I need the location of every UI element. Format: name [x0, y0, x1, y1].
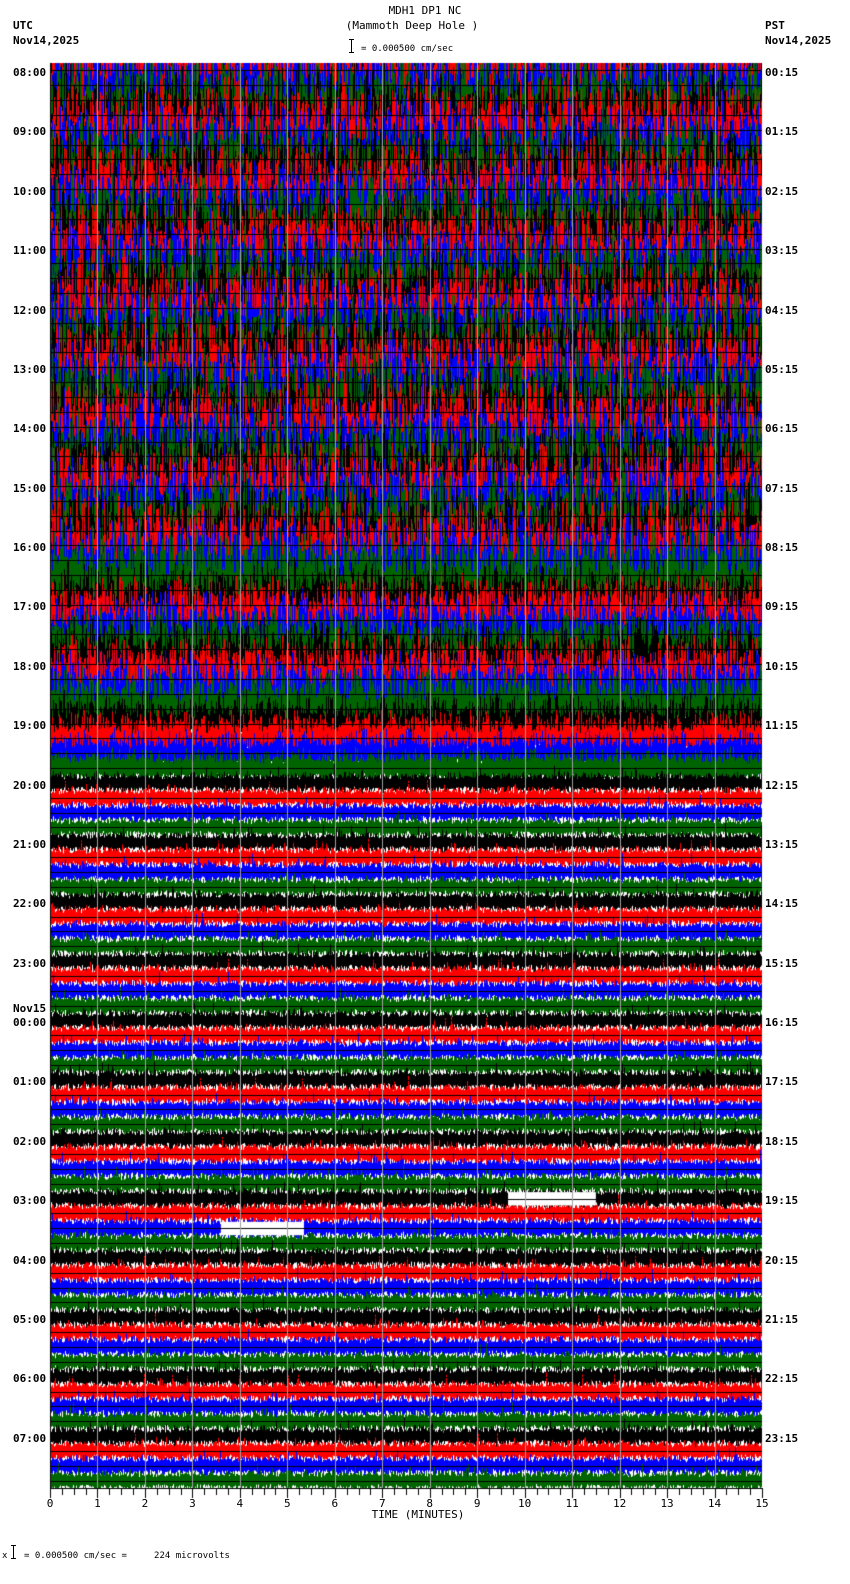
utc-hour-label: 10:00	[13, 184, 47, 198]
footer-scale-text: = 0.000500 cm/sec = 224 microvolts	[24, 1551, 230, 1561]
station-location: (Mammoth Deep Hole )	[345, 19, 479, 32]
x-tick-label: 9	[473, 1497, 481, 1510]
utc-hour-label: 16:00	[13, 541, 47, 554]
pst-hour-label: 10:15	[765, 659, 799, 673]
utc-hour-label: 03:00	[13, 1194, 47, 1208]
utc-hour-label: 17:00	[13, 600, 47, 614]
utc-hour-label: 15:00	[13, 481, 47, 495]
x-tick-label: 7	[378, 1497, 386, 1510]
pst-hour-label: 15:15	[765, 956, 799, 970]
x-tick-label: 8	[426, 1497, 434, 1510]
utc-hour-label: 06:00	[13, 1372, 47, 1386]
right-date: Nov14,2025	[765, 34, 832, 47]
pst-hour-label: 07:15	[765, 481, 799, 495]
utc-hour-label: 07:00	[13, 1431, 47, 1445]
utc-hour-label: 20:00	[13, 778, 47, 792]
utc-hour-label: 14:00	[13, 422, 47, 436]
utc-hour-label: 12:00	[13, 303, 47, 317]
utc-hour-label: 04:00	[13, 1253, 47, 1267]
pst-hour-label: 04:15	[765, 303, 799, 317]
pst-hour-label: 19:15	[765, 1194, 799, 1208]
pst-hour-label: 08:15	[765, 541, 799, 554]
pst-hour-label: 17:15	[765, 1075, 799, 1089]
x-tick-label: 12	[612, 1497, 627, 1510]
x-tick-label: 5	[284, 1497, 291, 1510]
x-tick-label: 13	[660, 1497, 674, 1510]
x-tick-label: 10	[518, 1497, 532, 1510]
pst-hour-label: 02:15	[765, 184, 799, 198]
pst-hour-label: 12:15	[765, 778, 799, 792]
x-tick-label: 11	[565, 1497, 579, 1510]
pst-hour-label: 22:15	[765, 1372, 799, 1386]
pst-hour-label: 05:15	[765, 362, 799, 376]
left-date: Nov14,2025	[13, 34, 80, 47]
x-tick-label: 4	[236, 1497, 244, 1510]
x-tick-label: 15	[755, 1497, 769, 1510]
x-tick-label: 6	[331, 1497, 339, 1510]
utc-hour-label: 21:00	[13, 837, 47, 851]
pst-hour-label: 00:15	[765, 66, 799, 79]
pst-hour-label: 18:15	[765, 1134, 799, 1148]
pst-hour-label: 23:15	[765, 1431, 799, 1445]
x-tick-label: 1	[94, 1497, 101, 1510]
utc-hour-label: 19:00	[13, 719, 47, 733]
utc-hour-label: 09:00	[13, 125, 47, 139]
utc-hour-label: 05:00	[13, 1312, 47, 1326]
x-tick-label: 0	[46, 1497, 54, 1510]
utc-hour-label: 00:00	[13, 1016, 47, 1029]
footer-scale-bar-icon	[11, 1545, 17, 1559]
x-tick-label: 2	[141, 1497, 149, 1510]
footer-prefix: x	[2, 1551, 8, 1561]
station-title: MDH1 DP1 NC	[388, 4, 462, 17]
x-axis-label: TIME (MINUTES)	[371, 1508, 465, 1521]
x-tick-label: 3	[189, 1497, 196, 1510]
pst-hour-label: 09:15	[765, 600, 799, 614]
pst-hour-label: 03:15	[765, 244, 799, 258]
utc-hour-label: 23:00	[13, 956, 47, 970]
header-scale-text: = 0.000500 cm/sec	[361, 44, 454, 54]
x-tick-label: 14	[707, 1497, 722, 1510]
pst-hour-label: 16:15	[765, 1016, 799, 1029]
pst-hour-label: 14:15	[765, 897, 799, 911]
utc-hour-label: 13:00	[13, 362, 47, 376]
date-change-label: Nov15	[13, 1002, 47, 1015]
right-timezone: PST	[765, 19, 785, 32]
scale-bar-icon	[349, 39, 355, 53]
left-timezone: UTC	[13, 19, 33, 32]
utc-hour-label: 02:00	[13, 1134, 47, 1148]
pst-hour-label: 21:15	[765, 1312, 799, 1326]
utc-hour-label: 22:00	[13, 897, 47, 911]
pst-hour-label: 01:15	[765, 125, 799, 139]
utc-hour-label: 08:00	[13, 66, 47, 79]
pst-hour-label: 20:15	[765, 1253, 799, 1267]
utc-hour-label: 18:00	[13, 659, 47, 673]
pst-hour-label: 13:15	[765, 837, 799, 851]
utc-hour-label: 11:00	[13, 244, 47, 258]
pst-hour-label: 11:15	[765, 719, 799, 733]
pst-hour-label: 06:15	[765, 422, 799, 436]
utc-hour-label: 01:00	[13, 1075, 47, 1089]
